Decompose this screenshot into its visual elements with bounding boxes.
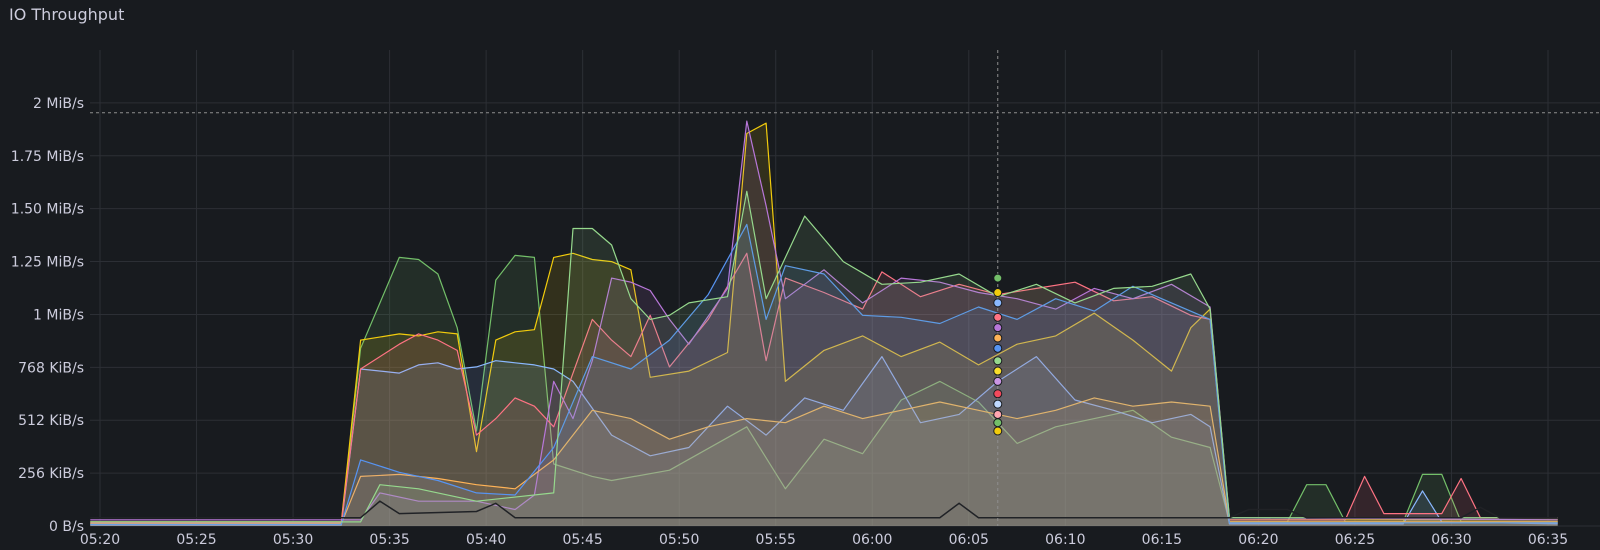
hover-point	[993, 399, 1003, 409]
y-tick-label: 1 MiB/s	[33, 307, 84, 323]
series-area	[90, 224, 1558, 526]
hover-point	[993, 356, 1003, 366]
series-line-baseline	[90, 500, 1558, 519]
series-line	[90, 190, 1558, 523]
series-area	[90, 191, 1558, 527]
hover-point	[993, 366, 1003, 376]
hover-point	[993, 273, 1003, 283]
y-tick-label: 2 MiB/s	[33, 96, 84, 112]
hover-point	[993, 426, 1003, 436]
hover-point	[993, 343, 1003, 353]
series-area	[90, 255, 1558, 526]
series-area	[90, 121, 1558, 526]
y-tick-label: 768 KiB/s	[18, 360, 84, 376]
x-tick-label: 06:15	[1142, 532, 1182, 548]
series-line	[90, 397, 1558, 525]
x-tick-label: 06:00	[852, 532, 892, 548]
x-tick-label: 05:40	[466, 532, 506, 548]
x-tick-label: 05:30	[273, 532, 313, 548]
x-tick-label: 06:35	[1528, 532, 1568, 548]
series-area	[90, 253, 1558, 527]
y-tick-label: 1.25 MiB/s	[11, 255, 84, 271]
hover-point	[993, 312, 1003, 322]
x-tick-label: 06:25	[1335, 532, 1375, 548]
series-area	[90, 397, 1558, 526]
hover-point	[993, 333, 1003, 343]
x-tick-label: 05:50	[659, 532, 699, 548]
y-tick-label: 1.75 MiB/s	[11, 149, 84, 165]
series-area	[90, 123, 1558, 526]
x-tick-label: 06:20	[1238, 532, 1278, 548]
series-line	[90, 252, 1558, 524]
series-line	[90, 223, 1558, 525]
y-tick-label: 0 B/s	[49, 519, 84, 535]
series-line	[90, 254, 1558, 525]
x-tick-label: 05:25	[176, 532, 216, 548]
x-tick-label: 05:55	[756, 532, 796, 548]
series-line	[90, 356, 1558, 526]
hover-point	[993, 409, 1003, 419]
series-area	[90, 356, 1558, 526]
x-tick-label: 05:20	[80, 532, 120, 548]
hover-point	[993, 323, 1003, 333]
hover-point	[993, 418, 1003, 428]
x-tick-label: 05:35	[369, 532, 409, 548]
panel-title: IO Throughput	[9, 5, 125, 24]
y-tick-label: 1.50 MiB/s	[11, 202, 84, 218]
hover-point	[993, 389, 1003, 399]
hover-point	[993, 288, 1003, 298]
y-tick-label: 256 KiB/s	[18, 466, 84, 482]
y-tick-label: 512 KiB/s	[18, 413, 84, 429]
x-tick-label: 06:05	[949, 532, 989, 548]
x-tick-label: 06:30	[1431, 532, 1471, 548]
x-tick-label: 05:45	[562, 532, 602, 548]
series-line	[90, 120, 1558, 521]
x-tick-label: 06:10	[1045, 532, 1085, 548]
hover-point	[993, 376, 1003, 386]
hover-point	[993, 298, 1003, 308]
series-line	[90, 122, 1558, 523]
